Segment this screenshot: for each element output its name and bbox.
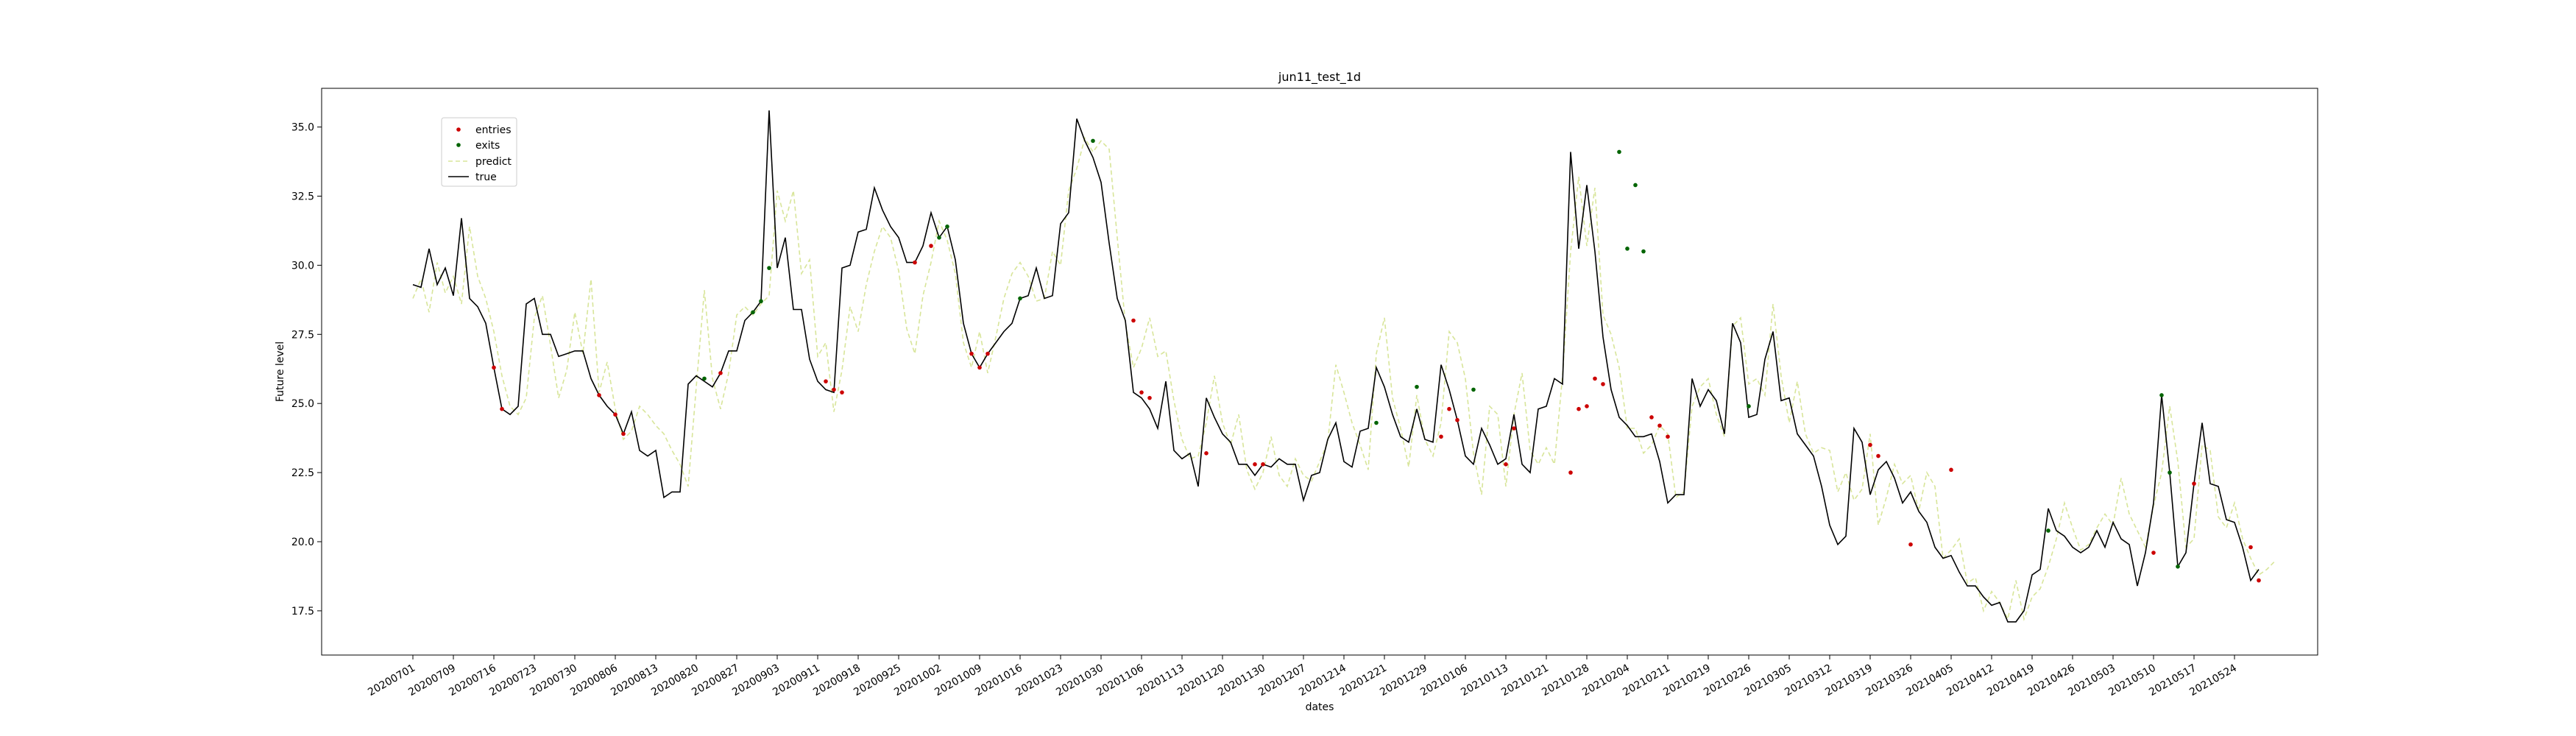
exit-point (2176, 565, 2180, 569)
legend-predict-label: predict (475, 156, 512, 168)
entry-point (1949, 467, 1953, 473)
entry-point (832, 387, 836, 392)
y-tick-label: 25.0 (291, 398, 314, 410)
entry-point (977, 365, 982, 370)
entry-point (1504, 462, 1508, 467)
y-tick-label: 22.5 (291, 467, 314, 479)
legend-entries-marker (456, 127, 461, 132)
plot-frame (321, 88, 2318, 656)
entry-point (613, 412, 618, 417)
legend-exits-marker (456, 143, 461, 147)
y-axis: 17.5 20.0 22.5 25.0 27.5 30.0 32.5 35.0 (291, 122, 322, 618)
entry-point (929, 244, 933, 248)
entry-point (1253, 462, 1257, 467)
legend-true-label: true (475, 171, 497, 183)
legend: entries exits predict true (441, 117, 517, 187)
exit-point (2159, 393, 2164, 397)
entry-point (492, 365, 496, 370)
exit-point (1471, 387, 1476, 392)
y-tick-label: 27.5 (291, 329, 314, 341)
exit-point (759, 299, 763, 304)
entry-point (2151, 551, 2156, 555)
predict-series-line (412, 136, 2276, 622)
y-tick-label: 35.0 (291, 122, 314, 134)
plot-area (412, 110, 2276, 623)
exit-point (1633, 183, 1638, 188)
entry-point (1447, 406, 1451, 411)
entry-point (1512, 426, 1516, 431)
entry-point (1657, 423, 1662, 428)
entry-point (1649, 415, 1654, 420)
entry-point (1139, 390, 1144, 394)
entry-point (2248, 545, 2253, 550)
entry-point (1131, 318, 1136, 323)
exit-point (767, 266, 771, 270)
entry-point (1601, 382, 1605, 386)
entry-point (1868, 442, 1872, 447)
legend-box (441, 117, 517, 187)
entry-point (718, 371, 723, 375)
entry-point (500, 406, 504, 411)
y-tick-label: 17.5 (291, 606, 314, 618)
entry-point (913, 260, 917, 265)
entry-point (2192, 481, 2196, 486)
entries-markers (492, 244, 2261, 583)
entry-point (840, 390, 844, 394)
exit-point (945, 224, 949, 229)
entry-point (969, 351, 974, 356)
y-tick-label: 32.5 (291, 191, 314, 202)
chart-title: jun11_test_1d (1278, 70, 1361, 85)
entry-point (986, 351, 990, 356)
entry-point (1568, 470, 1573, 475)
exit-point (1617, 149, 1621, 155)
exit-point (1625, 247, 1630, 251)
exit-point (702, 376, 707, 381)
legend-exits-label: exits (475, 140, 500, 152)
entry-point (597, 393, 601, 397)
entry-point (1593, 376, 1597, 381)
exit-point (1747, 404, 1751, 408)
entry-point (1908, 542, 1913, 547)
y-axis-label: Future level (275, 342, 286, 402)
entry-point (1204, 451, 1209, 456)
entry-point (1577, 406, 1581, 411)
exit-point (1415, 384, 1419, 389)
y-tick-label: 20.0 (291, 537, 314, 548)
entry-point (1455, 417, 1459, 422)
entry-point (824, 379, 828, 383)
legend-entries-label: entries (475, 124, 512, 136)
exit-point (1641, 249, 1646, 254)
exits-markers (702, 138, 2180, 569)
exit-point (1374, 420, 1379, 425)
x-axis-label: dates (1306, 701, 1334, 713)
exit-point (2168, 470, 2172, 475)
exit-point (751, 310, 755, 315)
entry-point (621, 431, 626, 436)
entry-point (1439, 434, 1443, 439)
y-tick-label: 30.0 (291, 260, 314, 272)
entry-point (2257, 578, 2261, 583)
exit-point (2046, 528, 2050, 533)
exit-point (1018, 296, 1022, 301)
entry-point (1666, 434, 1670, 439)
exit-point (1091, 138, 1095, 144)
entry-point (1261, 462, 1265, 467)
entry-point (1876, 453, 1880, 459)
exit-point (937, 236, 941, 240)
entry-point (1147, 395, 1152, 400)
entry-point (1585, 404, 1589, 408)
